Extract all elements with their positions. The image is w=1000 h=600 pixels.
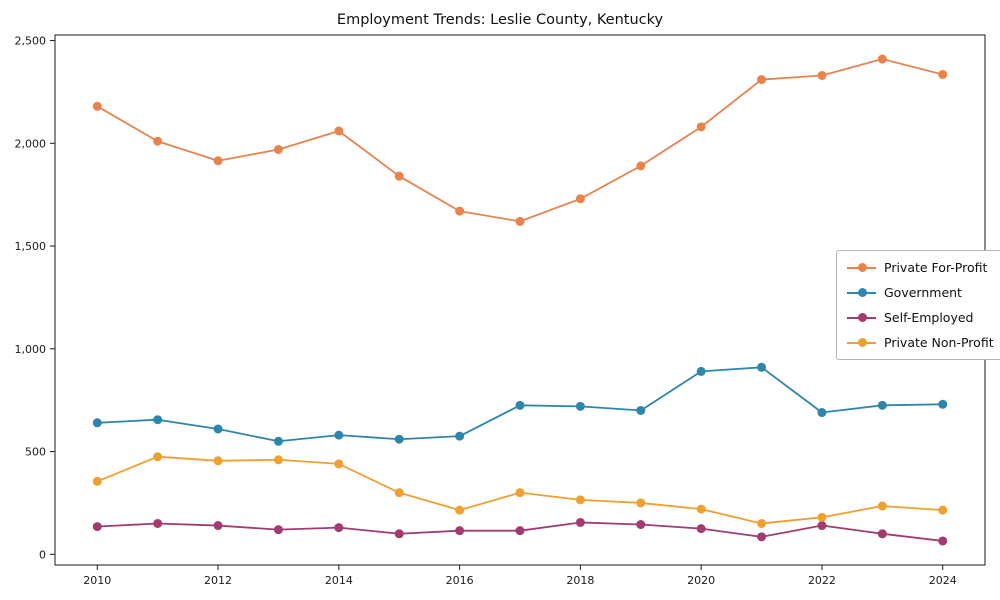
data-point — [273, 455, 283, 465]
data-point — [334, 459, 344, 469]
data-point — [636, 161, 646, 171]
legend-marker-icon — [847, 288, 876, 298]
data-point — [92, 101, 102, 111]
x-tick-label: 2020 — [687, 574, 715, 587]
legend-entry-government: Government — [847, 285, 994, 300]
data-point — [696, 366, 706, 376]
data-point — [455, 206, 465, 216]
data-point — [757, 75, 767, 85]
series-self-employed — [92, 517, 948, 546]
data-point — [575, 194, 585, 204]
data-point — [877, 529, 887, 539]
legend-label: Government — [884, 285, 962, 300]
data-point — [394, 529, 404, 539]
x-tick-label: 2016 — [446, 574, 474, 587]
data-point — [817, 521, 827, 531]
legend-marker-icon — [847, 263, 876, 273]
legend-entry-self-employed: Self-Employed — [847, 310, 994, 325]
y-tick-label: 500 — [25, 446, 46, 459]
data-point — [696, 504, 706, 514]
y-tick-label: 2,500 — [15, 35, 47, 48]
data-point — [153, 415, 163, 425]
data-point — [575, 401, 585, 411]
data-point — [153, 518, 163, 528]
series-line-private-for-profit — [96, 58, 943, 223]
data-point — [877, 400, 887, 410]
data-point — [817, 512, 827, 522]
x-tick-label: 2012 — [204, 574, 232, 587]
data-point — [938, 505, 948, 515]
data-point — [938, 399, 948, 409]
data-point — [334, 523, 344, 533]
data-point — [92, 418, 102, 428]
data-point — [213, 424, 223, 434]
legend-label: Private For-Profit — [884, 260, 988, 275]
data-point — [757, 518, 767, 528]
series-private-non-profit — [92, 452, 948, 528]
data-point — [273, 436, 283, 446]
y-axis: 0 500 1,000 1,500 2,000 2,500 — [15, 35, 55, 561]
data-point — [817, 70, 827, 80]
x-tick-label: 2014 — [325, 574, 353, 587]
data-point — [213, 521, 223, 531]
x-tick-label: 2018 — [566, 574, 594, 587]
data-point — [696, 122, 706, 132]
data-point — [877, 501, 887, 511]
data-point — [273, 525, 283, 535]
data-point — [153, 452, 163, 462]
legend-marker-icon — [847, 313, 876, 323]
data-point — [696, 524, 706, 534]
data-point — [575, 517, 585, 527]
legend-label: Private Non-Profit — [884, 335, 994, 350]
data-point — [817, 408, 827, 418]
data-point — [394, 488, 404, 498]
data-point — [455, 431, 465, 441]
legend-entry-private-for-profit: Private For-Profit — [847, 260, 994, 275]
data-point — [515, 526, 525, 536]
data-point — [515, 400, 525, 410]
x-tick-label: 2022 — [808, 574, 836, 587]
data-point — [757, 532, 767, 542]
data-point — [455, 505, 465, 515]
data-point — [757, 362, 767, 372]
y-tick-label: 0 — [39, 548, 46, 561]
data-point — [334, 126, 344, 136]
legend: Private For-Profit Government Self-Employe… — [836, 250, 1000, 360]
y-tick-label: 1,000 — [15, 343, 47, 356]
x-tick-label: 2010 — [83, 574, 111, 587]
chart-title: Employment Trends: Leslie County, Kentuc… — [336, 12, 664, 28]
x-tick-label: 2024 — [929, 574, 957, 587]
data-point — [213, 456, 223, 466]
data-point — [92, 522, 102, 532]
data-point — [636, 405, 646, 415]
series-government — [92, 362, 948, 446]
data-point — [515, 216, 525, 226]
y-tick-label: 2,000 — [15, 137, 47, 150]
legend-marker-icon — [847, 338, 876, 348]
data-point — [334, 430, 344, 440]
series-private-for-profit — [92, 54, 948, 226]
y-tick-label: 1,500 — [15, 240, 47, 253]
data-point — [455, 526, 465, 536]
x-axis: 2010 2012 2014 2016 2018 2020 2022 2024 — [83, 565, 957, 587]
data-point — [636, 520, 646, 530]
data-point — [515, 488, 525, 498]
data-point — [213, 156, 223, 166]
data-point — [394, 434, 404, 444]
data-point — [938, 536, 948, 546]
legend-label: Self-Employed — [884, 310, 974, 325]
legend-entry-private-non-profit: Private Non-Profit — [847, 335, 994, 350]
data-point — [153, 136, 163, 146]
data-point — [877, 54, 887, 64]
data-point — [575, 495, 585, 505]
data-point — [636, 498, 646, 508]
data-point — [92, 476, 102, 486]
data-point — [273, 144, 283, 154]
data-point — [938, 69, 948, 79]
data-point — [394, 171, 404, 181]
